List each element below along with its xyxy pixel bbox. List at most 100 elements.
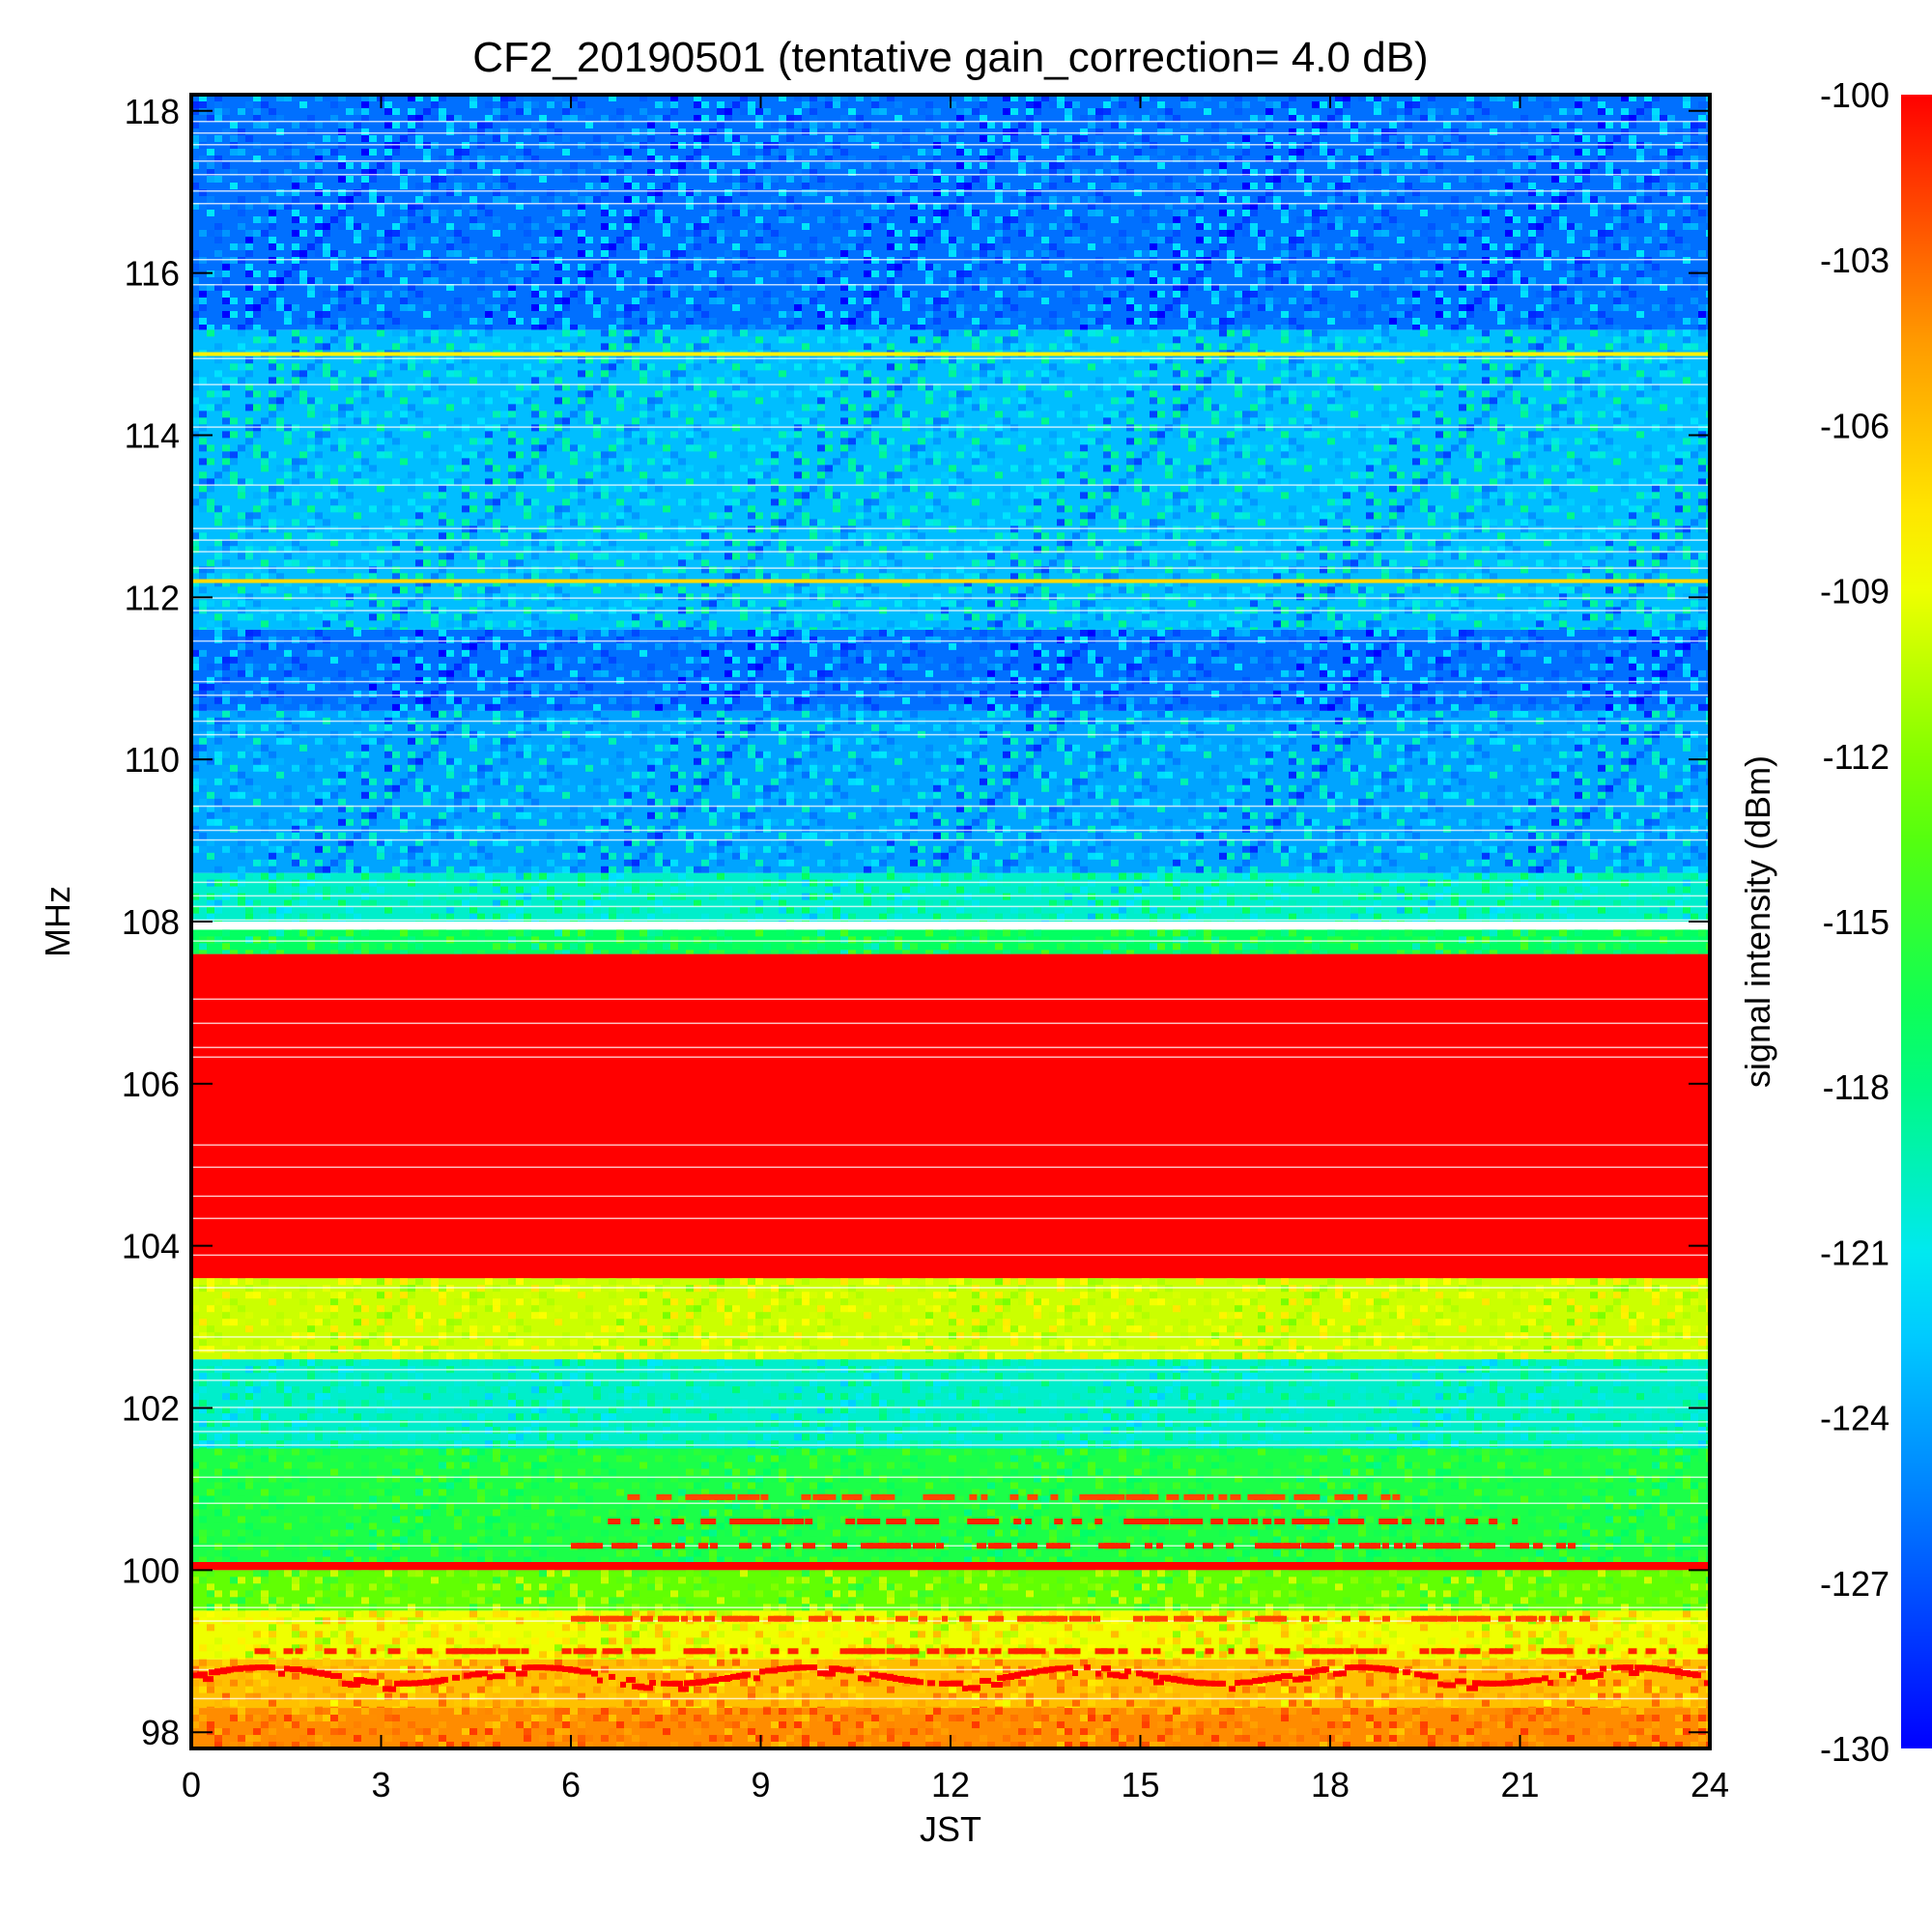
heatmap-cell [972, 1631, 980, 1638]
heatmap-cell [222, 1420, 230, 1428]
heatmap-cell [1273, 1536, 1281, 1544]
heatmap-cell [462, 1577, 469, 1584]
heatmap-cell [1366, 1570, 1374, 1577]
heatmap-cell [253, 1529, 261, 1537]
heatmap-cell [446, 1651, 454, 1659]
heatmap-cell [887, 1434, 895, 1441]
heatmap-cell [1111, 1631, 1119, 1638]
heatmap-cell [423, 1659, 431, 1666]
heatmap-cell [1296, 1556, 1304, 1562]
heatmap-cell [1636, 1509, 1644, 1517]
heatmap-cell [980, 1455, 987, 1463]
heatmap-cell [686, 1721, 694, 1729]
heatmap-cell [1690, 1699, 1698, 1707]
heatmap-cell [1551, 1427, 1559, 1435]
heatmap-cell [323, 1434, 330, 1441]
heatmap-cell [1250, 1624, 1258, 1632]
heatmap-cell [570, 1672, 578, 1680]
heatmap-cell [1250, 1583, 1258, 1591]
heatmap-cell [1520, 1708, 1528, 1716]
heatmap-cell [1180, 1570, 1188, 1577]
heatmap-cell [253, 1386, 261, 1394]
heatmap-cell [887, 1624, 895, 1632]
heatmap-cell [191, 1577, 199, 1584]
heatmap-cell [833, 1715, 840, 1722]
heatmap-cell [1227, 1715, 1235, 1722]
heatmap-cell [871, 1529, 879, 1537]
heatmap-cell [1644, 1502, 1652, 1510]
heatmap-cell [323, 1742, 330, 1748]
heatmap-cell [323, 1427, 330, 1435]
heatmap-cell [454, 1556, 462, 1562]
heatmap-cell [678, 1386, 686, 1394]
heatmap-cell [578, 1610, 585, 1618]
heatmap-cell [1350, 1455, 1358, 1463]
heatmap-cell [354, 1706, 361, 1709]
heatmap-cell [230, 1278, 238, 1286]
heatmap-cell [1374, 1699, 1381, 1707]
heatmap-cell [995, 1278, 1003, 1286]
heatmap-cell [238, 1637, 245, 1645]
heatmap-cell [214, 1735, 222, 1743]
heatmap-cell [794, 1413, 802, 1421]
heatmap-cell [1397, 1692, 1405, 1700]
heatmap-cell [980, 1427, 987, 1435]
heatmap-cell [1103, 1393, 1111, 1401]
heatmap-cell [1482, 1658, 1490, 1660]
heatmap-cell [616, 1549, 624, 1557]
heatmap-cell [1652, 1624, 1660, 1632]
heatmap-cell [415, 1413, 423, 1421]
heatmap-cell [1435, 1495, 1443, 1503]
heatmap-cell [1474, 1549, 1482, 1557]
heatmap-cell [833, 1468, 840, 1476]
heatmap-cell [292, 1610, 299, 1618]
heatmap-cell [1435, 1440, 1443, 1448]
heatmap-cell [925, 1427, 933, 1435]
heatmap-cell [400, 1597, 408, 1605]
heatmap-cell [1420, 1406, 1428, 1414]
heatmap-cell [469, 1298, 477, 1306]
heatmap-cell [261, 1721, 269, 1729]
heatmap-cell [323, 1715, 330, 1722]
heatmap-cell [1474, 1502, 1482, 1510]
heatmap-cell [1219, 1406, 1227, 1414]
heatmap-cell [972, 1359, 980, 1367]
heatmap-cell [578, 1447, 585, 1449]
heatmap-cell [1165, 1686, 1173, 1693]
heatmap-cell [887, 1735, 895, 1743]
heatmap-cell [794, 1420, 802, 1428]
heatmap-cell [1003, 1679, 1010, 1687]
heatmap-cell [1374, 1420, 1381, 1428]
heatmap-cell [1273, 1529, 1281, 1537]
heatmap-cell [1536, 1658, 1544, 1660]
heatmap-cell [1366, 1556, 1374, 1562]
heatmap-cell [1629, 1440, 1636, 1448]
heatmap-cell [1459, 1522, 1466, 1530]
heatmap-cell [1312, 1373, 1320, 1380]
heatmap-cell [493, 1577, 500, 1584]
heatmap-cell [686, 1570, 694, 1577]
heatmap-cell [1559, 1577, 1567, 1584]
heatmap-cell [1389, 1447, 1397, 1449]
heatmap-cell [1057, 1728, 1065, 1736]
heatmap-cell [848, 1406, 856, 1414]
heatmap-cell [1405, 1672, 1412, 1680]
heatmap-cell [686, 1706, 694, 1709]
heatmap-cell [547, 1699, 554, 1707]
heatmap-cell [748, 1502, 755, 1510]
heatmap-cell [1335, 1721, 1343, 1729]
heatmap-cell [1490, 1386, 1497, 1394]
heatmap-cell [1142, 1549, 1150, 1557]
heatmap-cell [964, 1536, 972, 1544]
heatmap-cell [1605, 1597, 1613, 1605]
heatmap-cell [1165, 1699, 1173, 1707]
heatmap-cell [864, 1509, 871, 1517]
heatmap-cell [1258, 1658, 1265, 1660]
heatmap-cell [1482, 1448, 1490, 1456]
heatmap-cell [1327, 1610, 1335, 1618]
heatmap-cell [1296, 1522, 1304, 1530]
heatmap-cell [1095, 1536, 1103, 1544]
heatmap-cell [864, 1386, 871, 1394]
heatmap-cell [1675, 1509, 1683, 1517]
heatmap-cell [1350, 1556, 1358, 1562]
